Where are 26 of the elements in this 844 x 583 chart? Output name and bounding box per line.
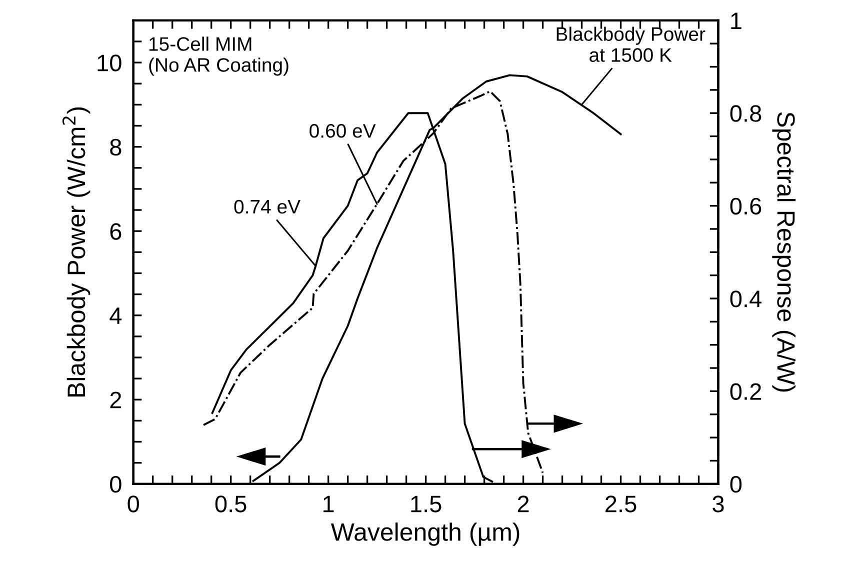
y-tick-label: 2 [110, 392, 122, 408]
y-tick-label: 0 [110, 476, 122, 493]
y-tick-label: 10 [98, 54, 122, 72]
annotation: 15-Cell MIM (No AR Coating) [149, 36, 288, 76]
x-axis-title: Wavelength (µm) [330, 522, 520, 546]
annotation: 0.60 eV [310, 124, 376, 138]
x-tick-label: 2.5 [606, 496, 636, 512]
x-tick-label: 0.5 [215, 496, 246, 512]
x-tick-label: 3 [712, 496, 724, 512]
y2-tick-label: 0 [730, 476, 742, 493]
annotation: 0.74 eV [234, 200, 300, 214]
y-tick-label: 4 [110, 308, 122, 324]
annotation: Blackbody Power at 1500 K [556, 26, 706, 62]
y2-tick-label: 0.6 [730, 198, 762, 215]
y2-tick-label: 0.8 [730, 105, 762, 122]
y-tick-label: 6 [110, 223, 122, 240]
x-tick-label: 2 [518, 496, 529, 512]
y2-tick-label: 1 [731, 12, 742, 29]
y2-tick-label: 0.4 [730, 290, 762, 308]
x-tick-label: 0 [128, 496, 139, 512]
y2-axis-title: Spectral Response (A/W) [772, 112, 796, 392]
x-tick-label: 1 [324, 496, 334, 512]
y-tick-label: 8 [110, 138, 122, 156]
y2-tick-label: 0.2 [730, 383, 761, 400]
y-axis-title: Blackbody Power (W/cm$^{2}$) [62, 107, 90, 396]
x-tick-label: 1.5 [411, 496, 442, 512]
